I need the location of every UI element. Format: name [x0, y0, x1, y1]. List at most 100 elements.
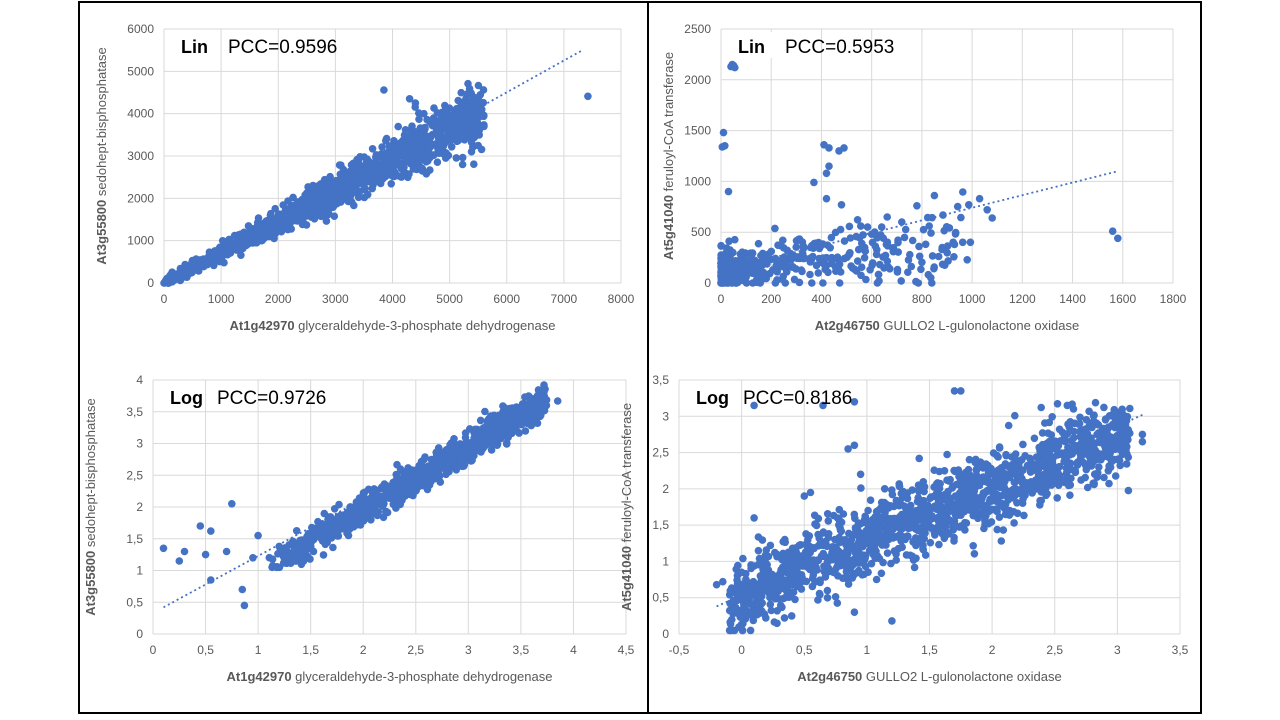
data-point: [308, 187, 317, 196]
data-point: [797, 585, 806, 593]
data-point: [717, 241, 725, 250]
data-point: [415, 468, 424, 476]
data-point: [965, 497, 974, 506]
data-point: [861, 515, 870, 524]
data-point: [896, 530, 904, 539]
x-tick-label: 0: [718, 292, 725, 306]
data-point: [346, 503, 354, 512]
data-point: [778, 603, 786, 612]
data-point: [951, 511, 960, 519]
data-point: [950, 252, 958, 261]
data-point: [175, 557, 184, 565]
data-point: [871, 513, 879, 521]
data-point: [904, 268, 912, 277]
data-point: [958, 498, 966, 507]
data-point: [740, 602, 748, 611]
data-point: [771, 548, 779, 557]
data-point: [320, 509, 329, 518]
x-tick-label: 1200: [1009, 292, 1036, 306]
data-point: [790, 555, 799, 564]
data-point: [938, 245, 946, 254]
data-point: [1094, 469, 1102, 477]
data-point: [415, 462, 423, 470]
data-point: [857, 484, 865, 492]
x-tick-label: 1600: [1109, 292, 1136, 306]
data-point: [396, 465, 405, 473]
y-tick-label: 3000: [127, 149, 154, 163]
x-tick-label: 1,5: [921, 643, 938, 657]
data-point: [872, 525, 881, 533]
data-point: [899, 487, 907, 496]
data-point: [970, 550, 979, 558]
data-point: [252, 238, 261, 247]
data-point: [418, 131, 426, 140]
data-point: [941, 522, 950, 531]
data-point: [823, 594, 832, 602]
data-point: [889, 244, 898, 252]
data-point: [767, 606, 776, 615]
y-tick-label: 0,5: [126, 595, 143, 609]
data-point: [972, 466, 981, 475]
data-point: [411, 99, 420, 107]
data-point: [722, 256, 731, 265]
data-point: [1114, 234, 1122, 243]
data-point: [883, 257, 892, 266]
y-axis-title: At5g41040 feruloyl-CoA transferase: [661, 52, 676, 260]
data-point: [415, 115, 423, 123]
data-point: [771, 224, 779, 233]
data-point: [479, 86, 488, 94]
scatter-panel-top-left: 0 1000 2000 3000 4000 5000 6000 7000 80000100020…: [94, 22, 635, 333]
data-point: [872, 250, 881, 259]
data-point: [447, 136, 455, 144]
data-point: [994, 453, 1002, 461]
data-point: [924, 270, 933, 279]
data-point: [397, 164, 406, 173]
data-point: [871, 242, 880, 251]
data-point: [487, 446, 496, 454]
data-point: [236, 240, 244, 249]
data-point: [930, 264, 938, 273]
data-point: [1071, 466, 1079, 474]
pcc-label: PCC=0.5953: [785, 37, 894, 58]
data-point: [423, 115, 431, 124]
data-point: [437, 110, 446, 118]
data-point: [884, 501, 893, 510]
data-point: [471, 439, 479, 447]
data-point: [926, 538, 935, 547]
data-point: [908, 486, 916, 494]
data-point: [289, 193, 297, 202]
y-tick-label: 4000: [127, 107, 154, 121]
data-point: [257, 230, 266, 238]
data-point: [840, 144, 848, 152]
data-point: [1111, 434, 1119, 443]
data-point: [449, 452, 458, 461]
data-point: [819, 279, 827, 287]
x-axis-title: At1g42970 glyceraldehyde-3-phosphate deh…: [230, 318, 556, 333]
data-point: [377, 165, 385, 174]
y-tick-label: 500: [691, 225, 711, 239]
x-tick-label: 4: [570, 643, 577, 657]
data-point: [1100, 403, 1108, 412]
y-axis-title: At3g55800 sedohept-bisphosphatase: [94, 47, 109, 265]
data-point: [834, 254, 842, 263]
data-point: [274, 550, 282, 558]
data-point: [719, 128, 728, 137]
scale-label: Log: [170, 388, 203, 408]
data-point: [352, 498, 361, 506]
data-point: [873, 234, 881, 242]
data-point: [337, 521, 346, 530]
data-point: [241, 240, 250, 248]
data-point: [919, 545, 928, 554]
data-point: [397, 482, 405, 491]
data-point: [1044, 467, 1053, 476]
data-point: [553, 397, 562, 405]
data-point: [438, 458, 446, 466]
data-point: [354, 193, 363, 202]
data-point: [822, 194, 831, 203]
x-tick-label: 1,5: [302, 643, 319, 657]
data-point: [975, 194, 984, 203]
data-point: [842, 573, 851, 582]
data-point: [907, 262, 916, 271]
data-point: [993, 525, 1001, 534]
